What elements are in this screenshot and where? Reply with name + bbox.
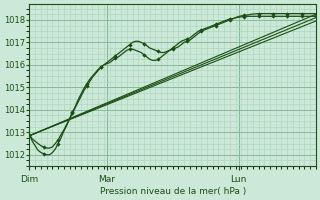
X-axis label: Pression niveau de la mer( hPa ): Pression niveau de la mer( hPa ) [100,187,246,196]
